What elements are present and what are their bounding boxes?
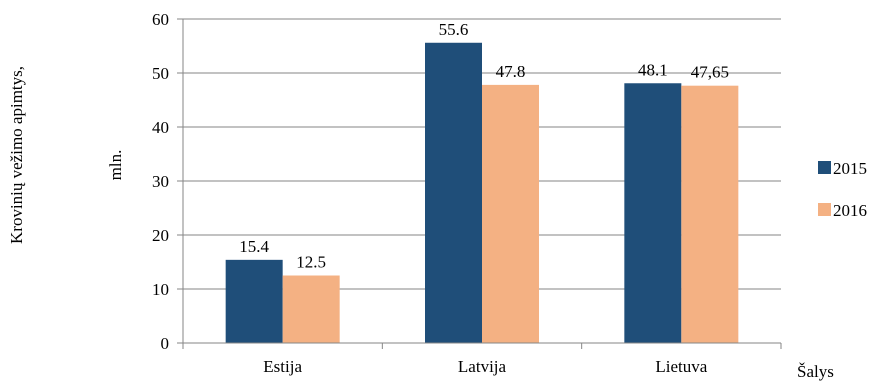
bar-2015-lietuva: [624, 83, 682, 343]
x-tick-label: Lietuva: [655, 357, 707, 376]
x-tick-label: Estija: [263, 357, 302, 376]
bars: [225, 42, 739, 343]
y-axis-ticks: 0 10 20 30 40 50 60: [152, 10, 183, 353]
bar-2015-latvija: [425, 42, 482, 343]
data-label: 55.6: [439, 20, 469, 39]
x-tick-label: Latvija: [458, 357, 507, 376]
bar-2016-estija: [282, 275, 340, 343]
legend: 2015 2016: [818, 159, 867, 220]
data-label: 15.4: [239, 237, 269, 256]
bar-2016-latvija: [482, 84, 539, 343]
y-axis-title-line2: mln.: [106, 150, 125, 181]
y-tick-label: 60: [152, 10, 169, 29]
data-label: 12.5: [296, 253, 326, 272]
y-tick-label: 20: [152, 226, 169, 245]
legend-label-2015: 2015: [833, 159, 867, 178]
data-label: 47,65: [691, 63, 729, 82]
y-tick-label: 0: [161, 334, 170, 353]
y-tick-label: 10: [152, 280, 169, 299]
data-label: 48.1: [638, 60, 668, 79]
x-axis-ticks: Estija Latvija Lietuva: [182, 343, 782, 376]
y-tick-label: 40: [152, 118, 169, 137]
legend-swatch-2015: [818, 161, 831, 174]
bar-2015-estija: [225, 259, 283, 343]
data-label: 47.8: [496, 62, 526, 81]
y-tick-label: 50: [152, 64, 169, 83]
x-axis-title: Šalys: [797, 362, 834, 381]
bar-2016-lietuva: [681, 85, 739, 343]
y-axis-title-line1: Krovinių vežimo apimtys,: [7, 66, 26, 244]
legend-swatch-2016: [818, 203, 831, 216]
legend-label-2016: 2016: [833, 201, 867, 220]
data-labels: 15.4 12.5 55.6 47.8 48.1 47,65: [239, 20, 729, 272]
y-tick-label: 30: [152, 172, 169, 191]
